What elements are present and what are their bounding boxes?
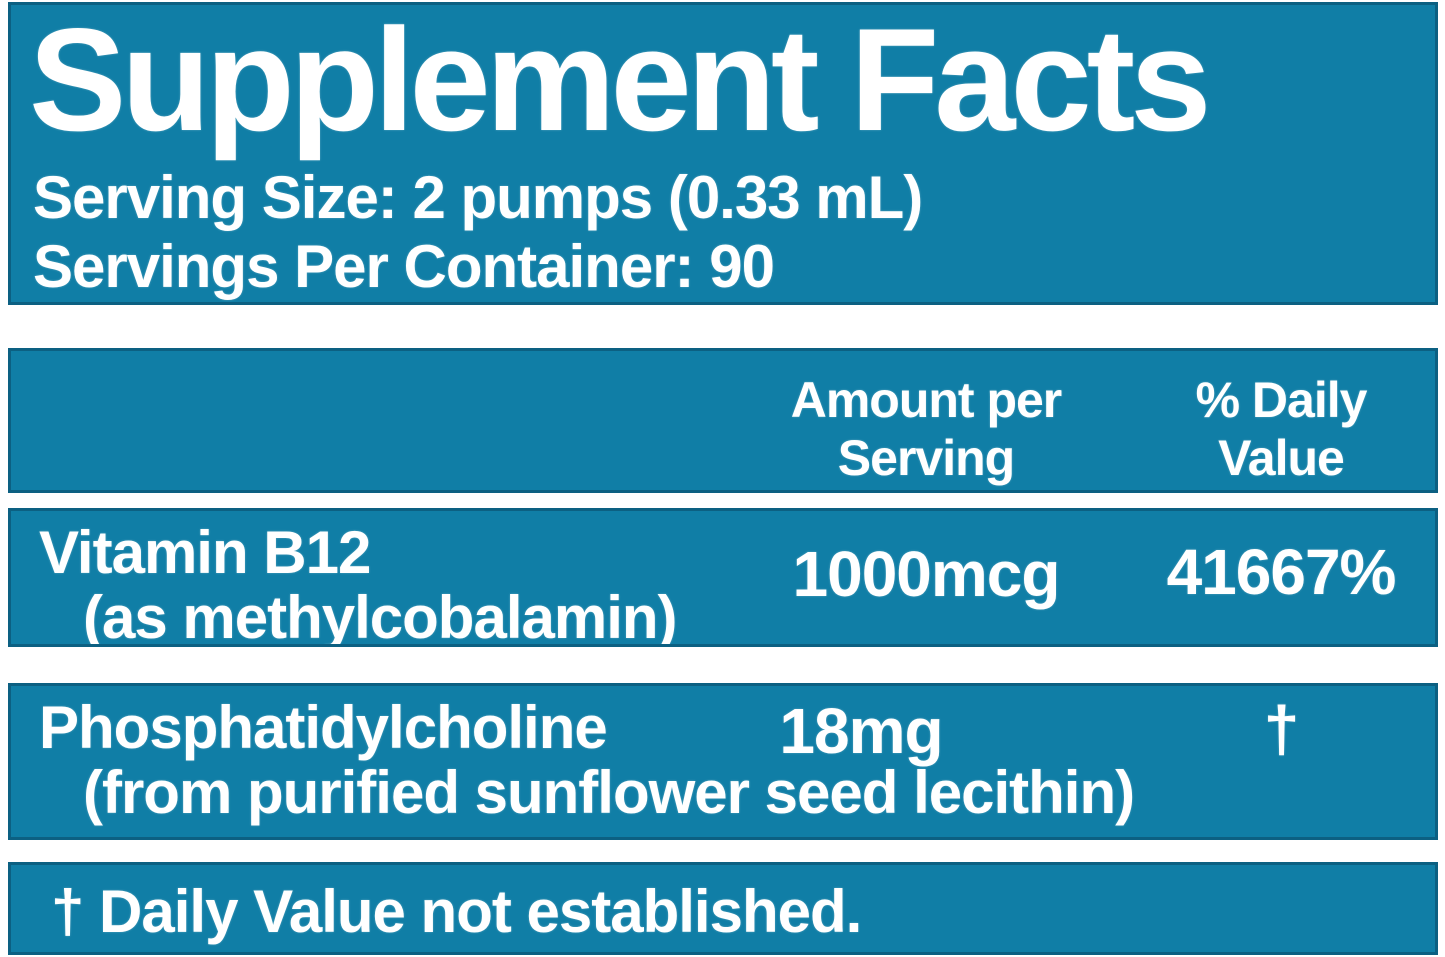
nutrient-note: (from purified sunflower seed lecithin) — [83, 758, 1135, 826]
nutrient-row-vitamin-b12: Vitamin B12 (as methylcobalamin) 1000mcg… — [8, 508, 1438, 647]
footnote-panel: † Daily Value not established. — [8, 862, 1438, 955]
column-header-panel: Amount per Serving % Daily Value — [8, 348, 1438, 493]
nutrient-name: Phosphatidylcholine — [39, 694, 608, 761]
serving-size-line: Serving Size: 2 pumps (0.33 mL) — [33, 164, 923, 231]
dv-header-line2: Value — [1218, 430, 1345, 486]
nutrient-daily-value: 41667% — [1166, 536, 1397, 608]
percent-daily-value-header: % Daily Value — [1121, 371, 1435, 487]
amount-header-line2: Serving — [837, 430, 1015, 486]
daily-value-footnote: † Daily Value not established. — [51, 878, 862, 945]
nutrient-name: Vitamin B12 — [39, 519, 371, 586]
dv-header-line1: % Daily — [1195, 372, 1368, 428]
amount-header-line1: Amount per — [790, 372, 1063, 428]
servings-per-container-line: Servings Per Container: 90 — [33, 233, 775, 300]
supplement-facts-title: Supplement Facts — [29, 2, 1211, 161]
nutrient-daily-value-dagger: † — [1263, 693, 1300, 765]
title-panel: Supplement Facts Serving Size: 2 pumps (… — [8, 2, 1438, 305]
nutrient-amount: 18mg — [779, 695, 943, 767]
nutrient-note: (as methylcobalamin) — [83, 583, 678, 647]
nutrient-amount: 1000mcg — [792, 538, 1061, 610]
amount-per-serving-header: Amount per Serving — [746, 371, 1106, 487]
nutrient-row-phosphatidylcholine: Phosphatidylcholine (from purified sunfl… — [8, 683, 1438, 840]
